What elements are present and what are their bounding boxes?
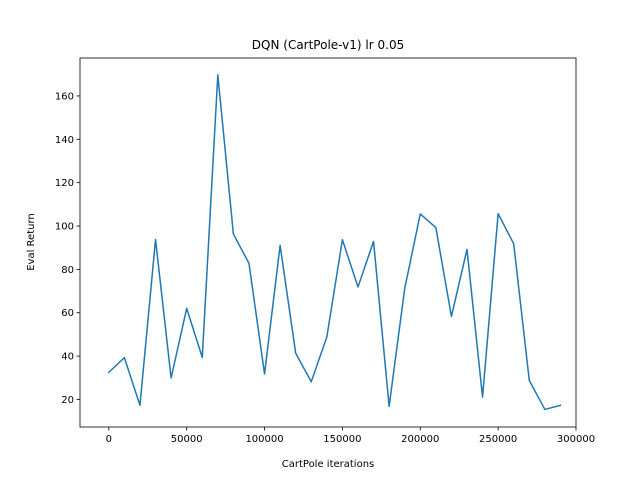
x-axis-label: CartPole iterations — [282, 459, 375, 470]
y-tick-label: 20 — [61, 395, 74, 406]
x-axis-ticks: 0 50000 100000 150000 200000 250000 300000 — [106, 427, 595, 445]
x-tick-label: 100000 — [245, 434, 283, 445]
y-tick-label: 160 — [55, 91, 74, 102]
y-tick-label: 60 — [61, 308, 74, 319]
y-axis-ticks: 20 40 60 80 100 120 140 160 — [55, 91, 80, 406]
x-tick-label: 150000 — [323, 434, 361, 445]
x-tick-label: 250000 — [479, 434, 517, 445]
y-tick-label: 120 — [55, 178, 74, 189]
y-tick-label: 80 — [61, 265, 74, 276]
y-axis-label: Eval Return — [26, 213, 37, 271]
x-tick-label: 50000 — [171, 434, 203, 445]
plot-area — [79, 57, 577, 428]
y-tick-label: 100 — [55, 222, 74, 233]
series-line — [107, 74, 562, 411]
x-tick-label: 0 — [106, 434, 112, 445]
y-tick-label: 40 — [61, 352, 74, 363]
axes-frame — [79, 57, 577, 428]
x-tick-label: 300000 — [557, 434, 595, 445]
y-tick-label: 140 — [55, 135, 74, 146]
x-tick-label: 200000 — [401, 434, 439, 445]
chart-title: DQN (CartPole-v1) lr 0.05 — [252, 38, 404, 52]
